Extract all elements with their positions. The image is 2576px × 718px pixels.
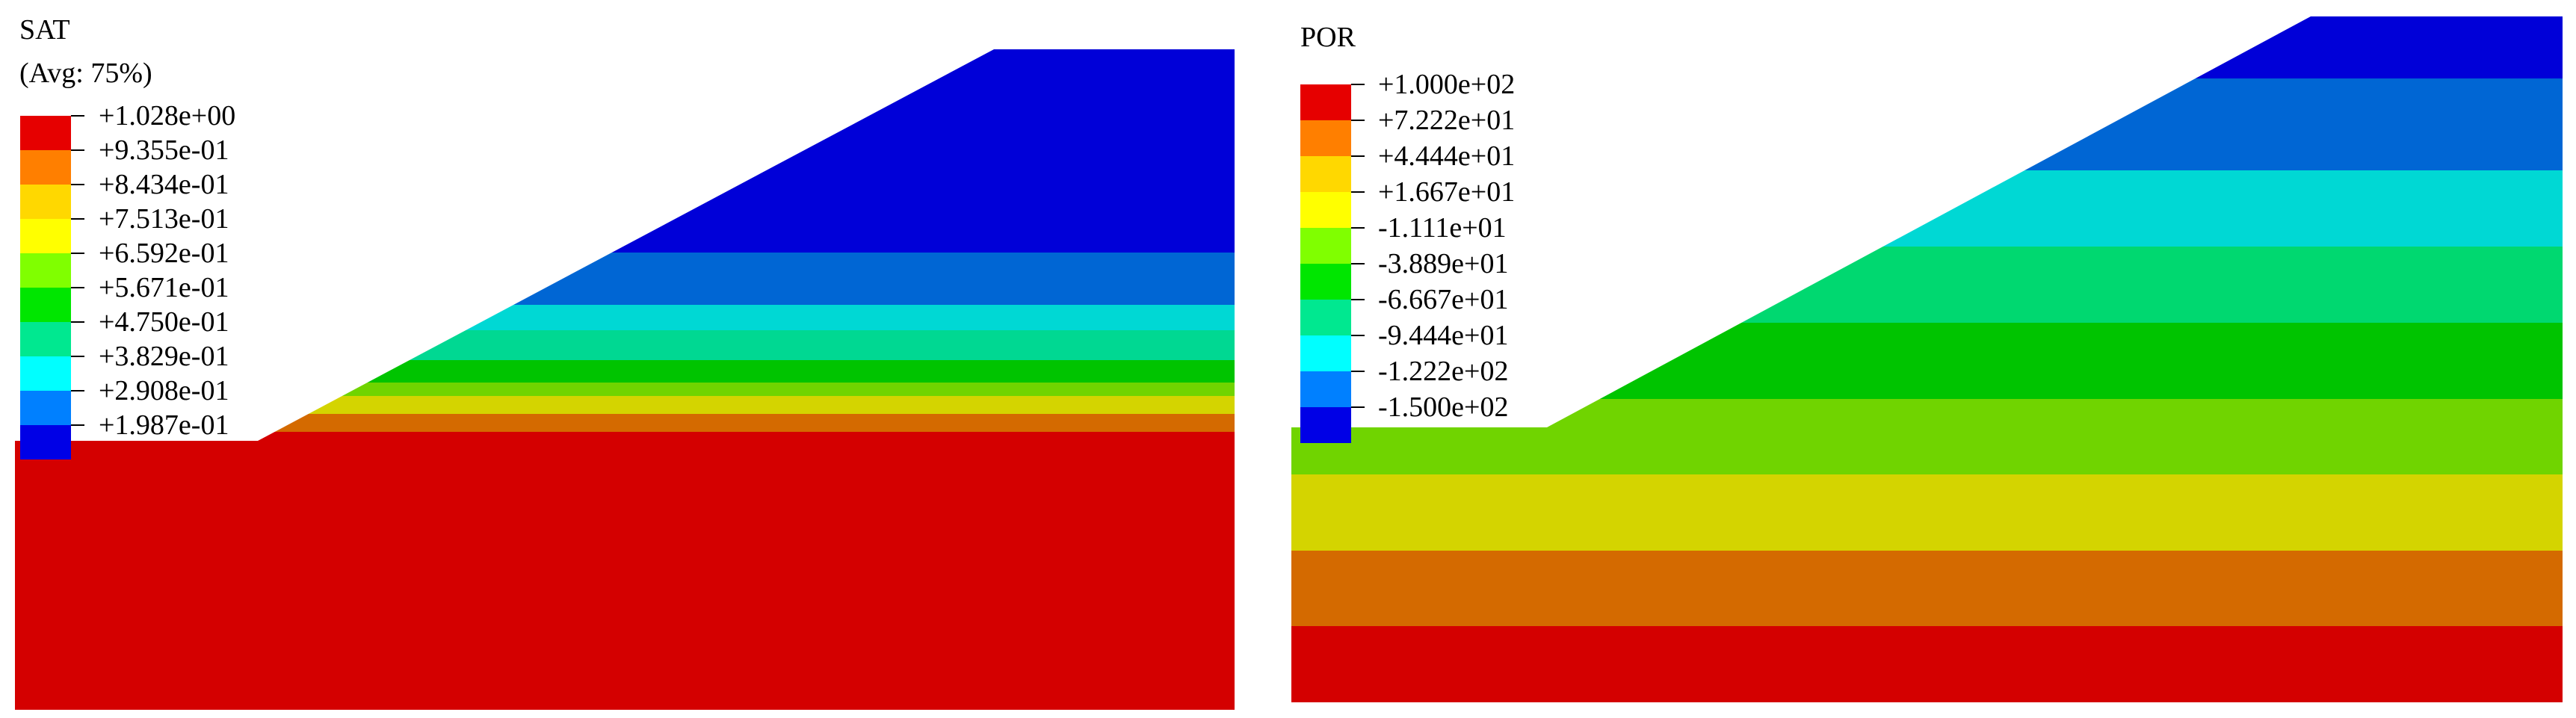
por-legend: POR +1.000e+02 — [1300, 22, 1515, 443]
sat-band-9 — [15, 432, 1235, 710]
sat-legend-swatch-10 — [20, 425, 71, 459]
sat-legend-swatch-4 — [20, 219, 71, 253]
sat-legend-swatch-6 — [20, 288, 71, 322]
por-legend-swatch-6 — [1300, 264, 1351, 300]
sat-legend-ticks — [71, 115, 84, 426]
por-legend-label-3: +4.444e+01 — [1378, 140, 1515, 172]
por-panel: POR +1.000e+02 — [1291, 16, 2563, 702]
sat-legend-label-9: +2.908e-01 — [99, 375, 229, 406]
sat-legend-label-8: +3.829e-01 — [99, 341, 229, 372]
por-legend-title: POR — [1300, 22, 1356, 53]
sat-legend-swatch-3 — [20, 185, 71, 219]
por-legend-ticks — [1351, 84, 1365, 408]
por-legend-swatch-8 — [1300, 335, 1351, 371]
sat-legend-subtitle: (Avg: 75%) — [19, 58, 152, 89]
por-band-7 — [1291, 474, 2563, 551]
sat-legend-label-6: +5.671e-01 — [99, 272, 229, 303]
sat-legend-label-3: +8.434e-01 — [99, 169, 229, 200]
por-legend-label-7: -6.667e+01 — [1378, 284, 1508, 315]
por-legend-label-1: +1.000e+02 — [1378, 69, 1515, 100]
por-legend-label-9: -1.222e+02 — [1378, 356, 1508, 387]
por-band-1 — [1291, 16, 2563, 78]
sat-legend: SAT (Avg: 75%) — [19, 14, 235, 459]
por-legend-swatch-10 — [1300, 407, 1351, 443]
sat-legend-swatch-5 — [20, 253, 71, 288]
sat-legend-swatch-2 — [20, 150, 71, 185]
sat-legend-label-7: +4.750e-01 — [99, 306, 229, 338]
sat-legend-swatch-7 — [20, 322, 71, 356]
sat-legend-label-5: +6.592e-01 — [99, 238, 229, 269]
por-legend-label-6: -3.889e+01 — [1378, 248, 1508, 279]
sat-legend-swatch-9 — [20, 391, 71, 425]
por-legend-label-2: +7.222e+01 — [1378, 105, 1515, 136]
sat-legend-label-4: +7.513e-01 — [99, 203, 229, 235]
sat-legend-swatch-8 — [20, 356, 71, 391]
sat-legend-label-10: +1.987e-01 — [99, 409, 229, 441]
por-legend-swatch-7 — [1300, 300, 1351, 335]
por-legend-swatch-1 — [1300, 84, 1351, 120]
por-legend-swatch-9 — [1300, 371, 1351, 407]
por-legend-swatch-5 — [1300, 228, 1351, 264]
por-band-9 — [1291, 626, 2563, 702]
por-legend-swatch-2 — [1300, 120, 1351, 156]
sat-panel: SAT (Avg: 75%) — [15, 14, 1235, 710]
por-legend-swatch-3 — [1300, 156, 1351, 192]
por-legend-swatch-4 — [1300, 192, 1351, 228]
por-legend-label-8: -9.444e+01 — [1378, 320, 1508, 351]
por-legend-label-5: -1.111e+01 — [1378, 212, 1507, 244]
por-legend-label-4: +1.667e+01 — [1378, 176, 1515, 208]
por-band-8 — [1291, 551, 2563, 626]
sat-legend-swatch-1 — [20, 116, 71, 150]
por-legend-label-10: -1.500e+02 — [1378, 392, 1508, 423]
sat-legend-label-1: +1.028e+00 — [99, 100, 235, 131]
sat-legend-title: SAT — [19, 14, 70, 46]
sat-legend-label-2: +9.355e-01 — [99, 134, 229, 166]
